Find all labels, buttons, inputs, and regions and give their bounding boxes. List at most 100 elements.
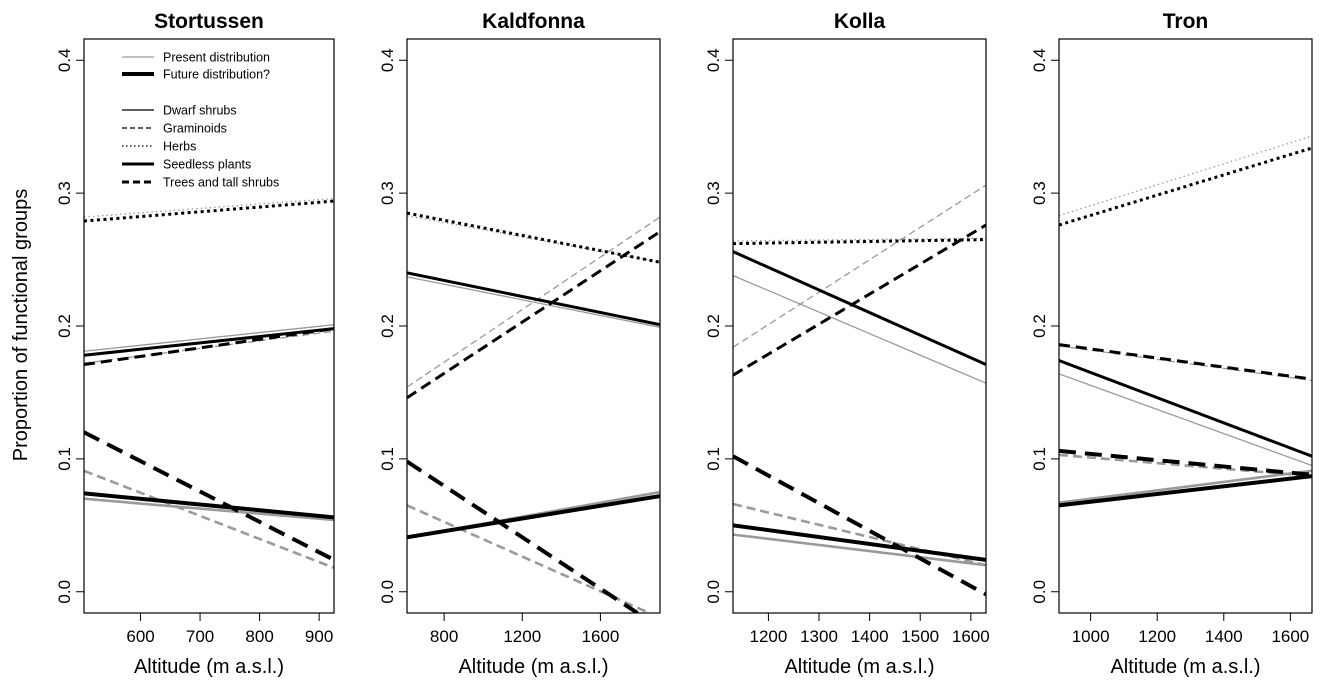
y-axis-label: Proportion of functional groups	[10, 189, 32, 461]
plot-frame	[1058, 38, 1313, 614]
series-line-seedless-plants-future	[1059, 474, 1312, 508]
series-line-seedless-plants-present	[1059, 469, 1312, 505]
y-tick-label: 0.1	[55, 447, 74, 471]
series-line-seedless-plants-present	[84, 497, 334, 522]
x-axis-label: Altitude (m a.s.l.)	[458, 656, 608, 678]
legend-label: Trees and tall shrubs	[163, 176, 279, 190]
series-line-herbs-future	[407, 211, 660, 264]
y-tick-label: 0.2	[1030, 314, 1049, 338]
y-tick-label: 0.2	[55, 314, 74, 338]
x-tick-label: 1200	[503, 627, 541, 646]
legend-item-graminoids: Graminoids	[122, 122, 227, 136]
y-tick-label: 0.1	[1030, 447, 1049, 471]
y-tick-label: 0.0	[704, 580, 723, 604]
legend-label: Graminoids	[163, 122, 227, 136]
series-line-trees-and-tall-shrubs-future	[1059, 448, 1312, 477]
x-tick-label: 1300	[800, 627, 838, 646]
series-line-trees-and-tall-shrubs-future	[733, 454, 986, 597]
y-tick-label: 0.4	[1030, 48, 1049, 72]
x-tick-label: 1400	[1205, 627, 1243, 646]
series-line-graminoids-present	[407, 216, 660, 388]
series-lines	[733, 184, 986, 597]
series-line-dwarf-shrubs-present	[407, 276, 660, 328]
y-tick-label: 0.3	[704, 181, 723, 205]
x-tick-label: 1000	[1072, 627, 1110, 646]
x-axis-label: Altitude (m a.s.l.)	[1110, 656, 1260, 678]
series-line-trees-and-tall-shrubs-present	[407, 504, 650, 613]
x-tick-label: 1400	[851, 627, 889, 646]
series-line-seedless-plants-future	[733, 523, 986, 562]
legend-item-seedless-plants: Seedless plants	[122, 158, 251, 172]
series-line-trees-and-tall-shrubs-future	[84, 430, 334, 562]
y-tick-label: 0.2	[704, 314, 723, 338]
series-line-herbs-present	[733, 237, 986, 242]
legend-label: Dwarf shrubs	[163, 104, 237, 118]
panel-title: Stortussen	[154, 10, 264, 33]
panel-kolla: Kolla 1200 1300 1400 1500 1600 0.0 0.1 0.2 0.3 0.4…	[704, 10, 990, 678]
y-tick-label: 0.1	[378, 447, 397, 471]
legend-label: Present distribution	[163, 51, 270, 65]
y-tick-label: 0.0	[1030, 580, 1049, 604]
legend-item-trees-and-tall-shrubs: Trees and tall shrubs	[122, 176, 279, 190]
series-line-graminoids-future	[84, 327, 334, 367]
panels: Stortussen 600 700 800 900 0.0 0.1 0.2 0.3 0.4 Alt…	[55, 10, 1313, 678]
series-line-trees-and-tall-shrubs-present	[84, 469, 334, 570]
series-lines	[407, 211, 660, 613]
series-line-trees-and-tall-shrubs-future	[407, 459, 639, 613]
x-tick-label: 800	[245, 627, 273, 646]
x-tick-label: 700	[186, 627, 214, 646]
panel-title: Kaldfonna	[482, 10, 585, 33]
y-tick-label: 0.3	[1030, 181, 1049, 205]
legend-item-dwarf-shrubs: Dwarf shrubs	[122, 104, 237, 118]
y-tick-label: 0.4	[55, 48, 74, 72]
x-axis-label: Altitude (m a.s.l.)	[134, 656, 284, 678]
x-axis-label: Altitude (m a.s.l.)	[784, 656, 934, 678]
x-tick-label: 800	[430, 627, 458, 646]
series-line-herbs-present	[1059, 135, 1312, 217]
y-tick-label: 0.3	[378, 181, 397, 205]
series-line-dwarf-shrubs-present	[733, 274, 986, 384]
plot-frame	[406, 38, 661, 614]
series-line-dwarf-shrubs-future	[407, 271, 660, 327]
legend-item-herbs: Herbs	[122, 140, 196, 154]
series-line-graminoids-future	[1059, 343, 1312, 381]
y-tick-label: 0.1	[704, 447, 723, 471]
panel-title: Tron	[1163, 10, 1209, 33]
series-line-graminoids-present	[733, 184, 986, 348]
legend: Present distribution Future distribution?…	[122, 51, 279, 190]
panel-stortussen: Stortussen 600 700 800 900 0.0 0.1 0.2 0.3 0.4 Alt…	[55, 10, 335, 678]
series-line-graminoids-future	[733, 223, 986, 377]
legend-item-future-distribution: Future distribution?	[122, 68, 270, 82]
legend-label: Future distribution?	[163, 68, 270, 82]
series-line-herbs-present	[84, 197, 334, 218]
panel-tron: Tron 1000 1200 1400 1600 0.0 0.1 0.2 0.3 0.4 Altit…	[1030, 10, 1313, 678]
y-tick-label: 0.4	[378, 48, 397, 72]
series-line-seedless-plants-present	[733, 533, 986, 567]
series-line-dwarf-shrubs-future	[733, 250, 986, 366]
y-tick-label: 0.3	[55, 181, 74, 205]
series-line-dwarf-shrubs-present	[1059, 373, 1312, 467]
x-tick-label: 900	[305, 627, 333, 646]
legend-label: Herbs	[163, 140, 196, 154]
legend-label: Seedless plants	[163, 158, 251, 172]
x-tick-label: 1600	[581, 627, 619, 646]
y-tick-label: 0.0	[378, 580, 397, 604]
panel-kaldfonna: Kaldfonna 800 1200 1600 0.0 0.1 0.2 0.3 0.4 Altit…	[378, 10, 661, 678]
series-line-herbs-future	[733, 238, 986, 246]
panel-title: Kolla	[834, 10, 886, 33]
x-tick-label: 1200	[1138, 627, 1176, 646]
x-tick-label: 1500	[901, 627, 939, 646]
y-tick-label: 0.4	[704, 48, 723, 72]
x-tick-label: 1600	[1271, 627, 1309, 646]
series-line-dwarf-shrubs-present	[84, 324, 334, 352]
series-line-dwarf-shrubs-future	[84, 327, 334, 357]
series-line-herbs-future	[84, 199, 334, 223]
series-lines	[84, 197, 334, 570]
x-tick-label: 600	[126, 627, 154, 646]
series-line-graminoids-future	[407, 230, 660, 400]
x-tick-label: 1200	[750, 627, 788, 646]
series-line-seedless-plants-future	[84, 491, 334, 520]
y-tick-label: 0.2	[378, 314, 397, 338]
x-tick-label: 1600	[952, 627, 990, 646]
